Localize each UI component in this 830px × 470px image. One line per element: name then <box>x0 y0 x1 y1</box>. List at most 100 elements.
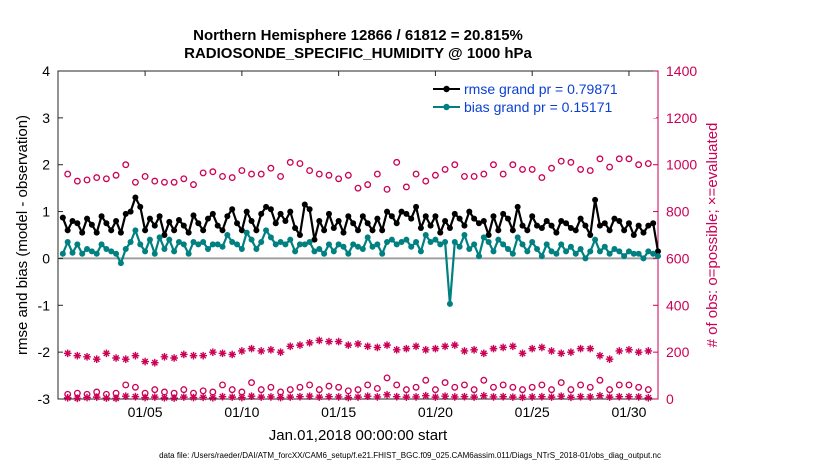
bias-point <box>316 246 323 253</box>
obs-evaluated-point <box>470 346 478 354</box>
obs-evaluated-point <box>160 353 169 361</box>
rmse-point <box>74 220 81 227</box>
obs-evaluated-point <box>402 344 411 353</box>
obs-evaluated-point <box>605 393 614 401</box>
rmse-point <box>340 229 347 236</box>
bias-point <box>127 239 134 246</box>
obs-evaluated-point <box>596 351 604 360</box>
bias-point <box>655 253 661 260</box>
bias-point <box>379 250 386 257</box>
obs-evaluated-point <box>344 393 353 402</box>
obs-evaluated-point <box>102 394 111 402</box>
rmse-point <box>446 224 453 231</box>
rmse-point <box>79 229 86 236</box>
bias-point <box>563 248 570 255</box>
rmse-point <box>437 229 444 236</box>
bias-point <box>388 236 395 243</box>
obs-possible-point <box>402 386 410 394</box>
bias-point <box>650 250 657 257</box>
bias-point <box>253 246 260 253</box>
obs-possible-point <box>509 161 517 169</box>
bias-point <box>282 241 289 248</box>
obs-possible-point <box>625 381 633 389</box>
rmse-point <box>296 232 303 238</box>
rmse-point <box>567 224 574 231</box>
bias-point <box>296 241 303 248</box>
bias-point <box>582 255 589 262</box>
obs-possible-point <box>635 383 643 391</box>
rmse-point <box>509 227 516 234</box>
rmse-point <box>640 229 647 236</box>
obs-possible-point <box>131 178 139 186</box>
obs-possible-point <box>557 379 565 387</box>
bias-point <box>548 248 555 255</box>
obs-evaluated-point <box>315 336 324 345</box>
obs-possible-point <box>286 158 294 166</box>
rmse-line <box>61 196 660 252</box>
obs-evaluated-point <box>421 391 430 400</box>
bias-point <box>321 250 328 257</box>
obs-possible-point <box>286 386 294 394</box>
obs-possible-point <box>161 178 168 186</box>
bias-point <box>543 241 550 248</box>
bias-point <box>74 241 81 248</box>
rmse-point <box>330 224 337 231</box>
obs-evaluated-point <box>392 346 401 354</box>
obs-evaluated-point <box>286 393 295 401</box>
obs-evaluated-point <box>150 393 159 401</box>
bias-point <box>166 236 173 243</box>
left-y-tick-label: -3 <box>38 391 51 407</box>
bias-point <box>146 236 153 243</box>
bias-point <box>84 246 91 253</box>
obs-possible-point <box>354 184 362 192</box>
obs-possible-point <box>325 382 333 390</box>
series-obs_possible_00Z <box>64 155 652 192</box>
obs-evaluated-point <box>586 344 595 353</box>
rmse-point <box>374 215 381 222</box>
obs-evaluated-point <box>150 358 159 367</box>
obs-evaluated-point <box>576 344 585 353</box>
legend-box <box>430 78 656 118</box>
bias-point <box>524 248 531 255</box>
legend-rmse-label: rmse grand pr = 0.79871 <box>464 81 618 97</box>
bias-point <box>403 236 410 243</box>
obs-evaluated-point <box>189 393 198 402</box>
obs-evaluated-point <box>460 347 469 355</box>
obs-evaluated-point <box>412 342 420 351</box>
right-y-tick-label: 800 <box>666 204 690 220</box>
rmse-point <box>93 229 100 236</box>
bias-point <box>398 239 405 246</box>
rmse-point <box>650 220 657 227</box>
rmse-point <box>209 210 216 217</box>
obs-evaluated-point <box>92 393 101 401</box>
bias-point <box>519 241 526 248</box>
obs-possible-point <box>422 376 430 384</box>
rmse-point <box>287 208 294 215</box>
obs-possible-point <box>296 383 304 391</box>
rmse-point <box>98 213 105 220</box>
right-y-tick-label: 600 <box>666 250 690 266</box>
obs-evaluated-point <box>170 354 178 362</box>
obs-evaluated-point <box>518 393 527 402</box>
bias-point <box>621 253 628 260</box>
bias-point <box>567 243 574 250</box>
rmse-point <box>301 201 308 208</box>
right-y-tick-label: 200 <box>666 344 690 360</box>
left-y-axis-label: rmse and bias (model - observation) <box>14 115 31 355</box>
obs-evaluated-point <box>257 347 266 355</box>
obs-possible-point <box>228 174 236 182</box>
rmse-point <box>601 220 608 227</box>
bias-point <box>446 300 453 307</box>
bias-point <box>601 243 608 250</box>
x-tick-label: 01/15 <box>321 404 356 420</box>
bias-point <box>558 241 565 248</box>
obs-evaluated-point <box>383 390 391 399</box>
rmse-point <box>282 217 289 224</box>
obs-possible-point <box>122 381 130 389</box>
obs-evaluated-point <box>334 337 343 346</box>
obs-possible-point <box>441 165 449 173</box>
bias-point <box>466 246 473 253</box>
right-y-tick-label: 0 <box>666 391 674 407</box>
rmse-point <box>432 213 439 220</box>
obs-possible-point <box>451 383 459 391</box>
